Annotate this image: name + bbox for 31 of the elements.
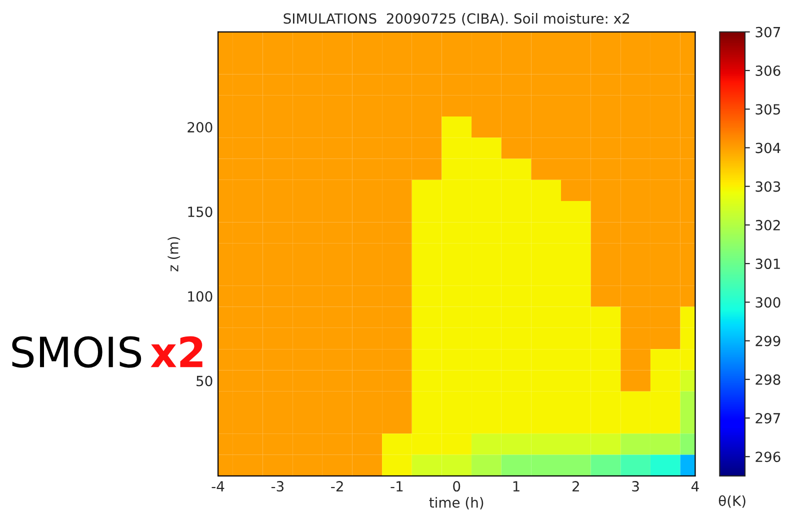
color-bar-label: 306: [756, 65, 780, 76]
x-tick-label: 1: [513, 481, 520, 492]
x-tick-label: 4: [691, 481, 699, 492]
x-tick-label: -3: [271, 481, 284, 492]
text: SMOIS: [12, 336, 142, 368]
color-bar-label: 298: [756, 374, 780, 385]
color-bar-label: 307: [756, 26, 780, 38]
color-bar-label: 300: [756, 297, 780, 308]
x-tick-label: -2: [331, 481, 343, 492]
x-tick-label: -4: [212, 481, 224, 492]
color-bar-label: 297: [756, 412, 780, 424]
x-tick-label: 0: [453, 481, 460, 492]
color-bar-label: 299: [756, 336, 780, 346]
y-tick-label: 50: [196, 376, 212, 386]
y-tick-label: 100: [188, 291, 212, 302]
color-bar-label: 301: [756, 258, 780, 270]
color-bar-label: 302: [756, 220, 780, 230]
color-bar-label: 296: [756, 452, 780, 462]
x-axis-title: time (h): [429, 497, 484, 510]
x-tick-label: -1: [390, 481, 403, 492]
chart-title: SIMULATIONS 20090725 (CIBA). Soil moisture: x2: [284, 13, 630, 26]
color-bar-title: θ(K): [718, 495, 746, 508]
text: x2: [150, 336, 202, 368]
color-bar-label: 305: [756, 104, 780, 115]
y-axis-title: z (m): [168, 237, 180, 272]
x-tick-label: 3: [632, 481, 639, 492]
color-bar-label: 304: [756, 142, 780, 154]
color-bar-label: 303: [756, 181, 780, 192]
y-tick-label: 150: [188, 206, 212, 218]
y-tick-label: 200: [188, 122, 212, 133]
x-tick-label: 2: [572, 481, 579, 492]
